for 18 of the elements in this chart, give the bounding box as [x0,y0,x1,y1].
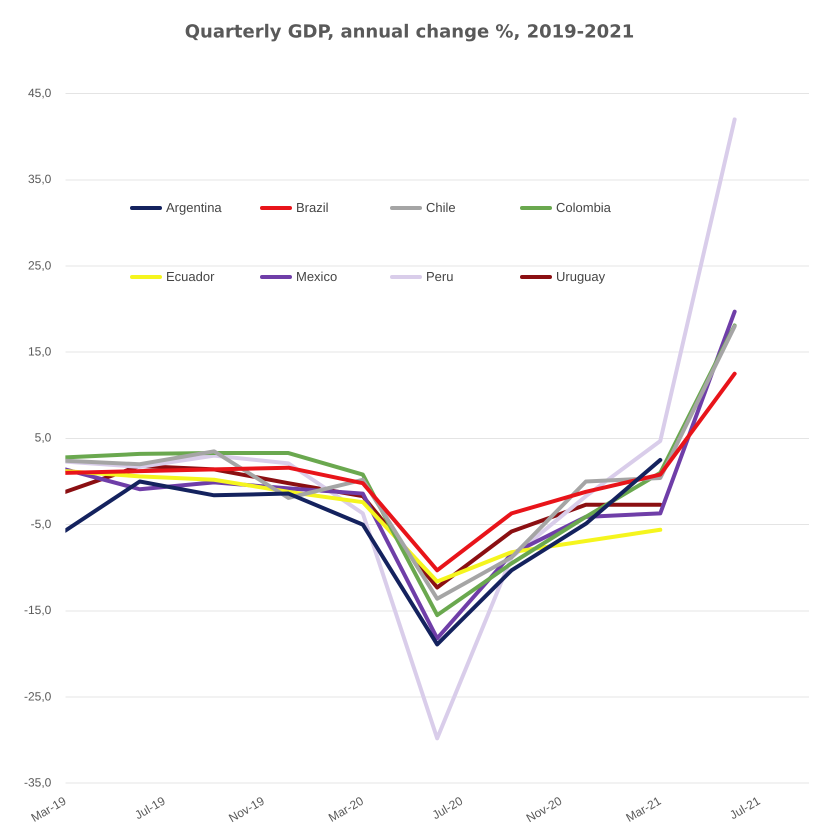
legend-label: Uruguay [556,269,606,284]
chart-title: Quarterly GDP, annual change %, 2019-2021 [184,21,634,42]
y-tick-label: -5,0 [30,516,52,531]
legend-label: Chile [426,200,456,215]
legend-label: Colombia [556,200,611,215]
y-tick-label: 35,0 [28,172,52,186]
y-tick-label: -25,0 [24,689,52,704]
y-tick-label: 5,0 [34,430,52,445]
y-tick-label: -15,0 [24,603,52,618]
legend-label: Brazil [296,200,329,215]
legend-label: Ecuador [166,269,214,284]
y-tick-label: 15,0 [28,344,52,359]
legend-label: Mexico [296,269,338,284]
y-tick-label: -35,0 [24,776,52,790]
legend-label: Peru [426,269,454,284]
y-tick-label: 45,0 [28,86,52,100]
y-tick-label: 25,0 [28,258,52,272]
legend-label: Argentina [166,200,222,215]
